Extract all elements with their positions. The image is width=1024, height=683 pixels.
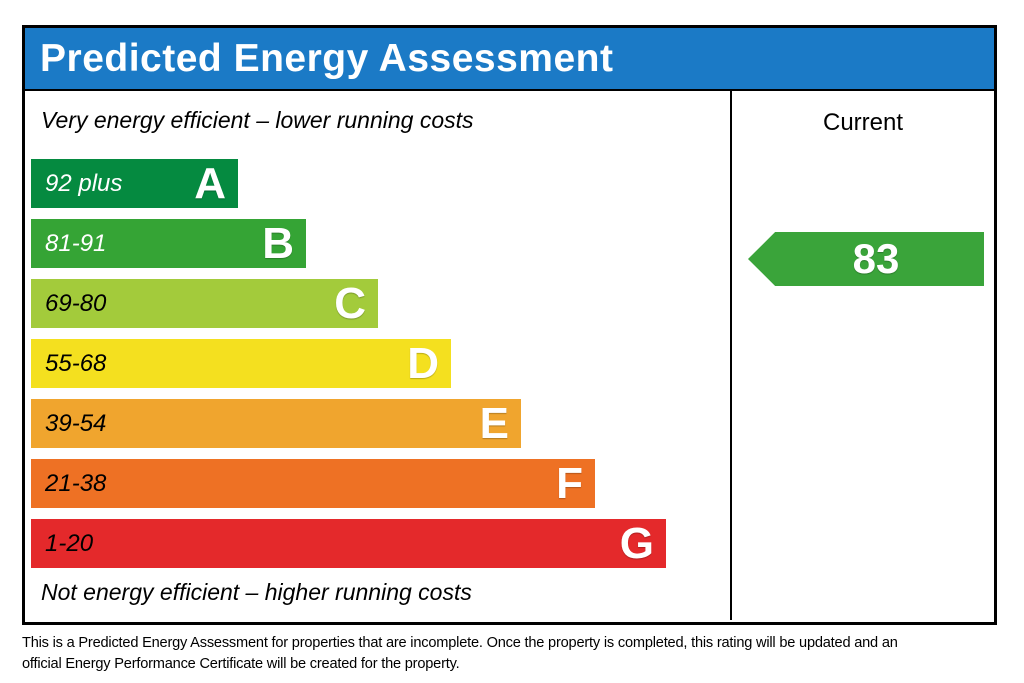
band-row-f: 21-38 F: [31, 459, 595, 508]
band-range: 39-54: [45, 409, 107, 437]
band-letter: D: [407, 339, 439, 388]
top-caption: Very energy efficient – lower running co…: [41, 107, 474, 133]
rating-bands: 92 plus A 81-91 B 69-80 C 55-68 D 39-54: [31, 159, 666, 579]
footer-line-2: official Energy Performance Certificate …: [22, 656, 460, 672]
band-letter: G: [619, 519, 654, 568]
band-range: 55-68: [45, 349, 107, 377]
current-column-header: Current: [822, 109, 904, 136]
band-range: 81-91: [45, 229, 107, 257]
band-row-b: 81-91 B: [31, 219, 306, 268]
chart-content: Very energy efficient – lower running co…: [25, 91, 994, 620]
band-row-g: 1-20 G: [31, 519, 666, 568]
page-title: Predicted Energy Assessment: [40, 36, 614, 80]
rating-scale-area: Very energy efficient – lower running co…: [25, 91, 730, 620]
band-row-a: 92 plus A: [31, 159, 238, 208]
title-bar: Predicted Energy Assessment: [25, 28, 994, 91]
band-row-d: 55-68 D: [31, 339, 451, 388]
current-column: Current 83: [730, 91, 994, 620]
band-range: 69-80: [45, 289, 107, 317]
band-row-c: 69-80 C: [31, 279, 378, 328]
band-letter: E: [479, 399, 509, 448]
band-letter: A: [194, 159, 226, 208]
band-letter: B: [262, 219, 294, 268]
band-range: 92 plus: [45, 169, 123, 197]
band-row-e: 39-54 E: [31, 399, 521, 448]
current-rating-arrow: 83: [748, 232, 984, 286]
footer-note: This is a Predicted Energy Assessment fo…: [22, 633, 1002, 675]
band-letter: F: [556, 459, 583, 508]
footer-line-1: This is a Predicted Energy Assessment fo…: [22, 635, 898, 651]
assessment-box: Predicted Energy Assessment Very energy …: [22, 25, 997, 625]
band-letter: C: [334, 279, 366, 328]
current-rating-value: 83: [852, 235, 900, 282]
band-range: 1-20: [45, 529, 94, 557]
band-range: 21-38: [45, 469, 107, 497]
bottom-caption: Not energy efficient – higher running co…: [41, 579, 472, 605]
